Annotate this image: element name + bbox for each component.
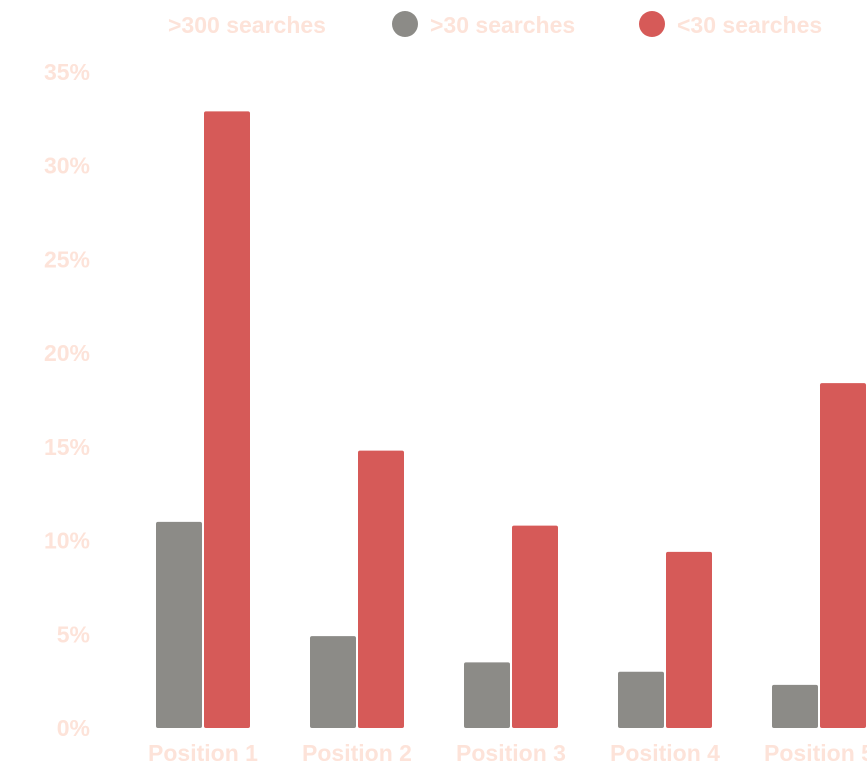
x-category-label: Position 4 (610, 740, 720, 765)
bar-under-30-searches (820, 383, 866, 728)
y-tick-label: 30% (44, 153, 90, 179)
legend-swatch-30-plus-searches (392, 11, 418, 37)
bar-under-30-searches (666, 551, 712, 728)
bar-under-30-searches (204, 111, 250, 729)
x-category-label: Position 2 (302, 740, 412, 765)
y-tick-label: 5% (57, 621, 90, 647)
legend-label-under-30-searches: <30 searches (677, 12, 822, 38)
x-category-label: Position 5 (764, 740, 867, 765)
bars (156, 111, 866, 729)
y-tick-label: 25% (44, 246, 90, 272)
x-category-label: Position 1 (148, 740, 258, 765)
bar-under-30-searches (358, 450, 404, 728)
bar-over-30-searches (464, 662, 510, 728)
x-category-label: Position 3 (456, 740, 566, 765)
legend-label-30-plus-searches: >30 searches (430, 12, 575, 38)
bar-over-30-searches (618, 671, 664, 728)
y-tick-label: 15% (44, 434, 90, 460)
y-tick-label: 0% (57, 715, 90, 741)
y-tick-label: 10% (44, 528, 90, 554)
legend-label-300-searches: >300 searches (168, 12, 326, 38)
bar-under-30-searches (512, 525, 558, 728)
legend-swatch-under-30-searches (639, 11, 665, 37)
bar-over-30-searches (156, 521, 202, 728)
bar-over-30-searches (310, 636, 356, 728)
y-tick-label: 20% (44, 340, 90, 366)
y-tick-label: 35% (44, 59, 90, 85)
legend: >300 searches >30 searches <30 searches (168, 11, 822, 38)
x-axis: Position 1 Position 2 Position 3 Position 4… (148, 740, 867, 765)
y-axis: 0% 5% 10% 15% 20% 25% 30% 35% (44, 59, 90, 741)
bar-over-30-searches (772, 684, 818, 728)
